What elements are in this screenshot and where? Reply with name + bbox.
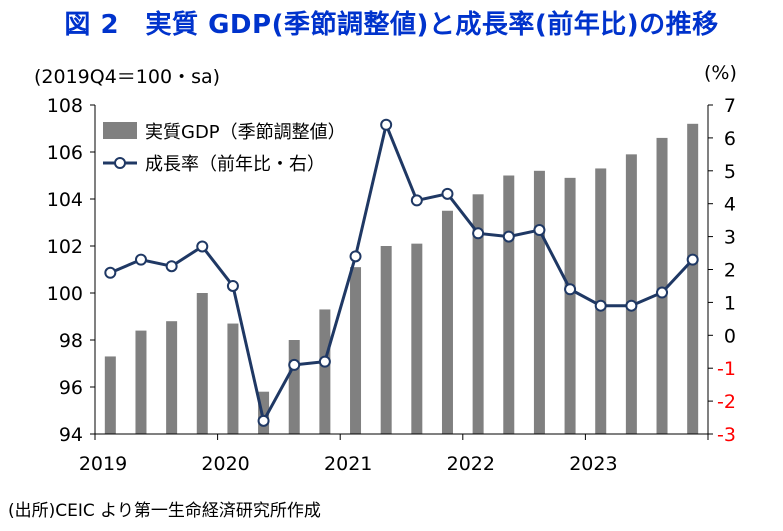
right-tick-label: 6: [724, 128, 736, 150]
growth-point: [502, 230, 515, 243]
right-tick-label: 2: [724, 260, 736, 282]
x-tick-label: 2022: [447, 453, 495, 475]
bar: [472, 194, 484, 434]
bar: [441, 210, 453, 434]
right-tick-label: 0: [724, 325, 736, 347]
right-tick-label: 7: [724, 95, 736, 117]
right-axis-unit: (%): [704, 62, 737, 84]
bar: [380, 246, 392, 434]
growth-point: [686, 253, 699, 266]
left-tick-label: 100: [47, 283, 83, 305]
ticks: 94 96 98 100 102 104 106 108 -3 -2 -1 0 1 2 3 4 5 6 7 2019 2…: [47, 95, 736, 475]
line-series: [104, 118, 699, 427]
bar: [166, 321, 178, 434]
left-tick-label: 108: [47, 95, 83, 117]
growth-point: [472, 227, 485, 240]
bar: [533, 170, 545, 435]
growth-point: [533, 224, 546, 237]
legend-bar-label: 実質GDP（季節調整値）: [145, 122, 346, 143]
bar: [196, 293, 208, 434]
left-tick-label: 104: [47, 189, 83, 211]
bar: [227, 323, 239, 434]
growth-point: [410, 194, 423, 207]
bar: [319, 309, 331, 434]
x-tick-label: 2020: [201, 453, 249, 475]
growth-point: [134, 253, 147, 266]
right-tick-label: 3: [724, 227, 736, 249]
x-tick-label: 2019: [79, 453, 127, 475]
right-tick-label: 1: [724, 292, 736, 314]
bar: [656, 137, 668, 434]
bar: [411, 243, 423, 434]
legend-line-marker: [114, 157, 126, 169]
right-tick-label: -2: [717, 391, 736, 413]
growth-point: [625, 299, 638, 312]
bar: [625, 154, 637, 434]
growth-point: [104, 266, 117, 279]
right-tick-label: -1: [717, 358, 736, 380]
bar: [687, 123, 699, 435]
growth-point: [564, 283, 577, 296]
growth-point: [594, 299, 607, 312]
growth-point: [196, 240, 209, 253]
growth-point: [656, 286, 669, 299]
legend-bar-swatch: [103, 122, 137, 139]
right-tick-label: 5: [724, 161, 736, 183]
x-tick-label: 2021: [324, 453, 372, 475]
growth-point: [257, 414, 270, 427]
right-tick-label: 4: [724, 194, 736, 216]
growth-point: [165, 260, 178, 273]
growth-point: [441, 187, 454, 200]
chart-title: 図 2 実質 GDP(季節調整値)と成長率(前年比)の推移: [64, 10, 719, 40]
bar: [564, 177, 576, 434]
growth-point: [288, 358, 301, 371]
bar: [104, 356, 116, 434]
legend: 実質GDP（季節調整値） 成長率（前年比・右）: [103, 122, 346, 175]
left-tick-label: 94: [59, 424, 83, 446]
x-tick-label: 2023: [569, 453, 617, 475]
left-tick-label: 98: [59, 330, 83, 352]
bar: [288, 340, 300, 434]
bar: [350, 267, 362, 434]
left-tick-label: 106: [47, 142, 83, 164]
source-note: (出所)CEIC より第一生命経済研究所作成: [8, 501, 321, 521]
left-tick-label: 96: [59, 377, 83, 399]
left-tick-label: 102: [47, 236, 83, 258]
right-tick-label: -3: [717, 424, 736, 446]
growth-point: [226, 279, 239, 292]
growth-point: [380, 118, 393, 131]
bar: [258, 391, 270, 434]
bar: [135, 330, 147, 434]
growth-point: [318, 355, 331, 368]
legend-line-label: 成長率（前年比・右）: [145, 154, 325, 175]
left-axis-unit: (2019Q4＝100・sa): [34, 66, 221, 88]
bar: [503, 175, 515, 434]
growth-point: [349, 250, 362, 263]
